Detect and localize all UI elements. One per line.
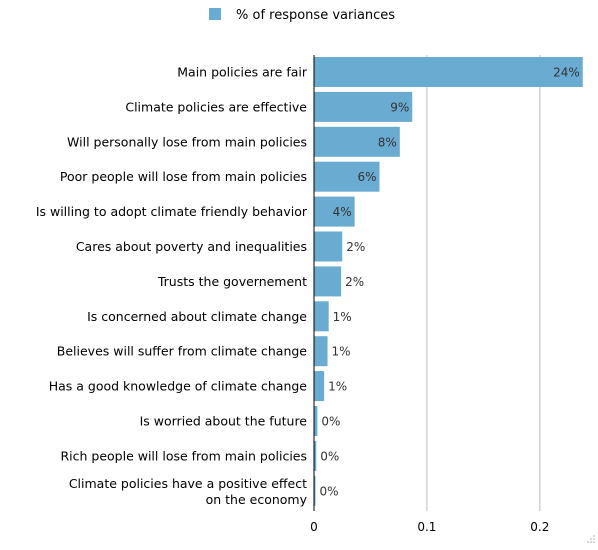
x-tick-label: 0.2 <box>530 520 549 534</box>
value-label: 24% <box>553 66 580 80</box>
bar[interactable] <box>314 196 355 227</box>
category-label: Main policies are fair <box>177 65 308 80</box>
resize-grip-icon[interactable] <box>586 534 596 544</box>
category-label: Trusts the governement <box>157 274 307 289</box>
value-label: 2% <box>345 275 364 289</box>
bar[interactable] <box>314 57 583 87</box>
category-label: Is worried about the future <box>140 414 308 429</box>
x-tick-label: 0.1 <box>417 520 436 534</box>
bar[interactable] <box>314 126 400 157</box>
value-label: 8% <box>378 135 397 149</box>
category-label: Believes will suffer from climate change <box>57 344 308 359</box>
bar[interactable] <box>314 91 413 122</box>
value-label: 6% <box>357 170 376 184</box>
value-label: 1% <box>332 345 351 359</box>
bar[interactable] <box>314 371 325 402</box>
value-label: 4% <box>333 205 352 219</box>
bar[interactable] <box>314 161 380 192</box>
grid-lines <box>426 55 541 511</box>
value-label: 9% <box>390 100 409 114</box>
value-label: 1% <box>328 380 347 394</box>
bar[interactable] <box>314 475 316 506</box>
bar[interactable] <box>314 406 318 436</box>
bars <box>314 57 583 506</box>
value-label: 0% <box>320 449 339 463</box>
category-label: Is concerned about climate change <box>87 309 307 324</box>
bar[interactable] <box>314 440 317 471</box>
category-label: Poor people will lose from main policies <box>60 169 307 184</box>
x-tick-labels: 0 0.1 0.2 <box>310 520 549 534</box>
category-label: Climate policies are effective <box>125 99 307 114</box>
value-label: 0% <box>320 484 339 498</box>
category-label: Has a good knowledge of climate change <box>49 379 308 394</box>
category-label: Cares about poverty and inequalities <box>76 239 307 254</box>
value-label: 1% <box>333 310 352 324</box>
legend-label: % of response variances <box>236 8 395 23</box>
category-label: Will personally lose from main policies <box>67 134 307 149</box>
category-label: Rich people will lose from main policies <box>60 448 307 463</box>
value-labels: 24% 9% 8% 6% 4% 2% 2% 1% 1% 1% 0% 0% 0% <box>320 66 580 499</box>
category-label: Climate policies have a positive effect o… <box>69 476 308 507</box>
bar[interactable] <box>314 301 329 332</box>
x-tick-label: 0 <box>310 520 318 534</box>
bar[interactable] <box>314 266 342 297</box>
category-label: Is willing to adopt climate friendly beh… <box>36 204 308 219</box>
value-label: 2% <box>346 240 365 254</box>
legend-swatch <box>209 8 221 20</box>
legend: % of response variances <box>209 8 395 23</box>
bar[interactable] <box>314 231 343 262</box>
category-labels: Main policies are fair Climate policies a… <box>36 65 308 507</box>
bar[interactable] <box>314 336 328 367</box>
value-label: 0% <box>321 415 340 429</box>
